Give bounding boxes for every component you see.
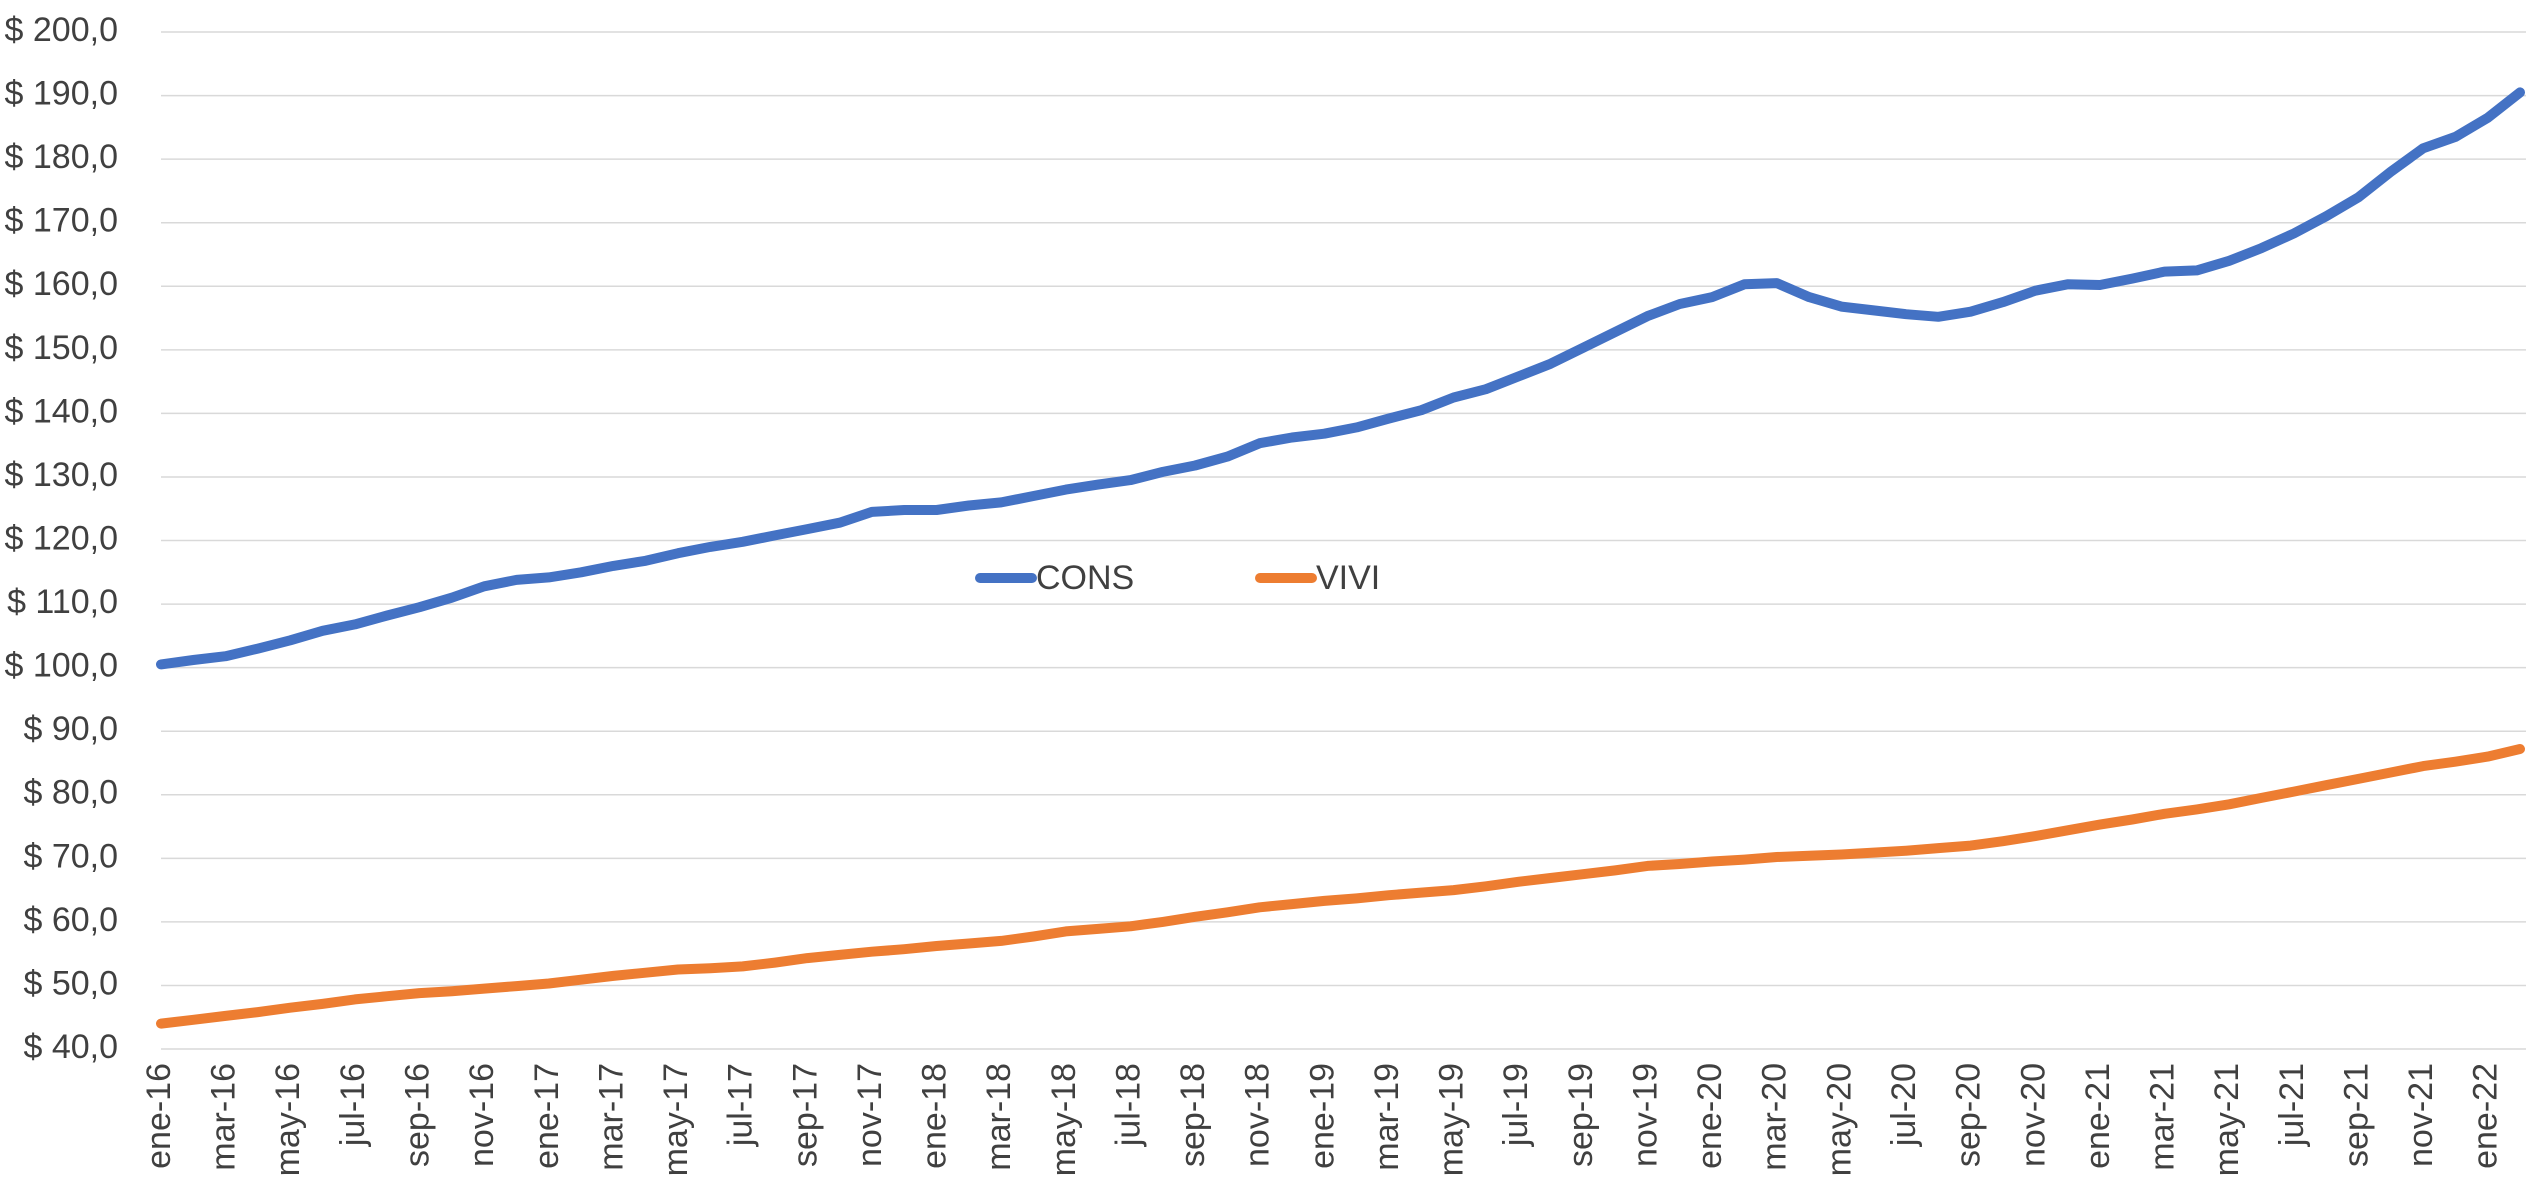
x-tick-label: nov-19 bbox=[1626, 1063, 1664, 1167]
y-tick-label: $ 170,0 bbox=[5, 202, 118, 240]
x-tick-label: ene-16 bbox=[140, 1063, 178, 1169]
x-tick-label: may-21 bbox=[2208, 1063, 2246, 1176]
x-tick-label: mar-18 bbox=[980, 1063, 1018, 1171]
y-tick-label: $ 60,0 bbox=[23, 901, 118, 939]
x-tick-label: nov-16 bbox=[463, 1063, 501, 1167]
x-tick-label: may-16 bbox=[269, 1063, 307, 1176]
y-tick-label: $ 40,0 bbox=[23, 1028, 118, 1066]
y-tick-label: $ 80,0 bbox=[23, 774, 118, 812]
x-tick-label: may-20 bbox=[1820, 1063, 1858, 1176]
x-tick-label: jul-18 bbox=[1109, 1063, 1147, 1147]
x-tick-label: nov-18 bbox=[1239, 1063, 1277, 1167]
x-tick-label: may-19 bbox=[1433, 1063, 1471, 1176]
y-tick-label: $ 150,0 bbox=[5, 329, 118, 367]
x-tick-label: nov-21 bbox=[2402, 1063, 2440, 1167]
x-tick-label: jul-21 bbox=[2273, 1063, 2311, 1147]
y-tick-label: $ 160,0 bbox=[5, 265, 118, 303]
y-tick-label: $ 200,0 bbox=[5, 11, 118, 49]
y-tick-label: $ 50,0 bbox=[23, 964, 118, 1002]
x-tick-label: mar-21 bbox=[2144, 1063, 2182, 1171]
x-tick-label: mar-20 bbox=[1756, 1063, 1794, 1171]
x-tick-label: ene-19 bbox=[1303, 1063, 1341, 1169]
x-tick-label: ene-22 bbox=[2467, 1063, 2505, 1169]
x-tick-label: sep-21 bbox=[2337, 1063, 2375, 1167]
y-tick-label: $ 140,0 bbox=[5, 392, 118, 430]
x-tick-label: jul-19 bbox=[1497, 1063, 1535, 1147]
y-tick-label: $ 120,0 bbox=[5, 519, 118, 557]
x-tick-label: sep-16 bbox=[399, 1063, 437, 1167]
series-line bbox=[156, 744, 2525, 1029]
x-tick-label: may-18 bbox=[1045, 1063, 1083, 1176]
x-tick-label: mar-19 bbox=[1368, 1063, 1406, 1171]
x-tick-label: ene-21 bbox=[2079, 1063, 2117, 1169]
x-tick-label: sep-18 bbox=[1174, 1063, 1212, 1167]
x-tick-label: ene-18 bbox=[916, 1063, 954, 1169]
y-tick-label: $ 90,0 bbox=[23, 710, 118, 748]
x-tick-label: jul-20 bbox=[1885, 1063, 1923, 1147]
y-tick-label: $ 110,0 bbox=[7, 583, 118, 621]
y-tick-label: $ 190,0 bbox=[5, 75, 118, 113]
x-tick-label: ene-17 bbox=[528, 1063, 566, 1169]
x-tick-label: sep-20 bbox=[1950, 1063, 1988, 1167]
y-tick-label: $ 100,0 bbox=[5, 647, 118, 685]
x-tick-label: may-17 bbox=[657, 1063, 695, 1176]
legend-label: VIVI bbox=[1316, 559, 1380, 597]
x-tick-label: ene-20 bbox=[1691, 1063, 1729, 1169]
y-tick-label: $ 70,0 bbox=[23, 837, 118, 875]
x-tick-label: nov-17 bbox=[851, 1063, 889, 1167]
x-tick-label: jul-16 bbox=[334, 1063, 372, 1147]
x-tick-label: sep-17 bbox=[786, 1063, 824, 1167]
y-tick-label: $ 130,0 bbox=[5, 456, 118, 494]
x-tick-label: mar-17 bbox=[592, 1063, 630, 1171]
y-tick-label: $ 180,0 bbox=[5, 138, 118, 176]
series-line bbox=[156, 87, 2525, 670]
legend-label: CONS bbox=[1036, 559, 1134, 597]
x-tick-label: nov-20 bbox=[2014, 1063, 2052, 1167]
x-tick-label: jul-17 bbox=[722, 1063, 760, 1147]
x-tick-label: mar-16 bbox=[205, 1063, 243, 1171]
x-tick-label: sep-19 bbox=[1562, 1063, 1600, 1167]
